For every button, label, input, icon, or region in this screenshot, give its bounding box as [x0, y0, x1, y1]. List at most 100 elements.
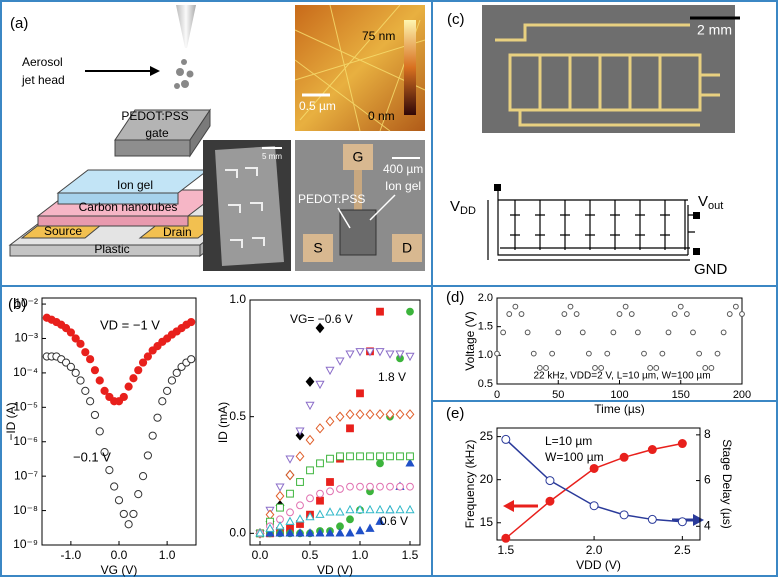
- data-point: [335, 528, 345, 537]
- data-point: [119, 392, 128, 402]
- label: 400 µm: [383, 162, 423, 176]
- data-point: [158, 397, 167, 406]
- annotation: VG= −0.6 V: [290, 312, 353, 326]
- data-point: [628, 311, 635, 317]
- y-axis-label: Frequency (kHz): [463, 440, 477, 529]
- x-tick-label: -1.0: [61, 548, 82, 562]
- axis-arrow-head: [503, 500, 514, 512]
- data-point: [326, 487, 334, 496]
- data-point: [346, 515, 354, 524]
- data-point: [275, 528, 285, 537]
- panel-label: (b): [8, 296, 26, 313]
- data-point: [665, 329, 672, 336]
- data-point: [134, 366, 143, 375]
- data-point: [134, 490, 143, 499]
- pointer-arrows: [337, 194, 396, 229]
- data-point: [545, 476, 555, 486]
- data-point: [276, 503, 284, 512]
- data-point: [524, 329, 531, 336]
- photo-film: [215, 146, 284, 266]
- data-point: [696, 350, 703, 357]
- data-point: [326, 454, 334, 463]
- data-point: [610, 329, 617, 336]
- data-point: [265, 523, 275, 532]
- data-point: [405, 504, 415, 514]
- data-point: [172, 368, 181, 378]
- nozzle: [176, 5, 196, 48]
- data-point: [536, 365, 543, 371]
- data-point: [295, 528, 305, 537]
- x-tick-label: 200: [733, 389, 751, 401]
- data-point: [296, 478, 304, 486]
- label: gate: [145, 126, 169, 140]
- y-tick-label: 0.5: [229, 409, 246, 423]
- series-label: VD = −1 V: [100, 317, 160, 332]
- data-point: [396, 482, 404, 491]
- data-point: [530, 350, 537, 357]
- data-point: [295, 514, 305, 523]
- data-point: [326, 478, 334, 486]
- data-point: [647, 514, 657, 524]
- data-point: [501, 434, 511, 444]
- label: 0.5 µm: [299, 99, 336, 113]
- y-tick-label: 10⁻⁶: [13, 434, 38, 448]
- data-point: [375, 516, 385, 525]
- data-point: [561, 311, 568, 317]
- data-point: [86, 397, 95, 406]
- annotation: L=10 µm: [545, 434, 592, 448]
- label: 5 mm: [262, 152, 282, 161]
- series-line: [505, 438, 683, 523]
- droplets: [174, 59, 194, 89]
- data-point: [395, 350, 405, 359]
- data-point: [355, 504, 365, 514]
- data-point: [153, 413, 162, 422]
- data-point: [305, 434, 315, 446]
- data-point: [315, 528, 325, 537]
- data-point: [138, 472, 148, 481]
- x-tick-label: 1.5: [402, 548, 419, 562]
- data-point: [265, 528, 275, 537]
- series-label: −0.1 V: [73, 449, 111, 464]
- panel-label: (a): [10, 15, 28, 32]
- data-point: [365, 348, 375, 357]
- data-point: [316, 489, 324, 498]
- data-point: [143, 352, 152, 361]
- annotation: 0.6 V: [380, 514, 408, 528]
- channel: [339, 209, 377, 256]
- data-point: [512, 303, 519, 310]
- data-point: [395, 409, 405, 420]
- data-point: [375, 409, 385, 420]
- x-tick-label: 1.0: [352, 548, 369, 562]
- data-point: [647, 365, 654, 371]
- data-point: [406, 482, 414, 491]
- data-point: [366, 482, 374, 491]
- data-point: [90, 410, 100, 420]
- label: Drain: [163, 225, 192, 239]
- data-point: [285, 455, 295, 464]
- y-axis-label: −ID (A): [4, 402, 18, 440]
- data-point: [732, 303, 739, 310]
- panel-c: (c) 2 mm VDD Vout GND: [447, 5, 740, 278]
- data-point: [739, 311, 745, 317]
- label: PEDOT:PSS: [121, 109, 188, 123]
- data-point: [405, 352, 415, 362]
- data-point: [518, 311, 525, 317]
- label: Ion gel: [385, 179, 421, 193]
- data-point: [295, 451, 305, 462]
- x-tick-label: 1.0: [159, 548, 176, 562]
- data-point: [100, 448, 109, 457]
- data-point: [589, 501, 599, 511]
- data-point: [406, 307, 414, 316]
- data-point: [148, 431, 157, 440]
- data-point: [316, 496, 324, 505]
- data-point: [549, 350, 556, 357]
- label: D: [402, 240, 412, 256]
- data-point: [265, 509, 275, 520]
- data-point: [119, 509, 128, 519]
- data-point: [355, 348, 365, 357]
- data-point: [187, 355, 196, 364]
- data-point: [105, 465, 114, 475]
- data-point: [306, 466, 314, 475]
- y-axis-label: Voltage (V): [463, 311, 477, 370]
